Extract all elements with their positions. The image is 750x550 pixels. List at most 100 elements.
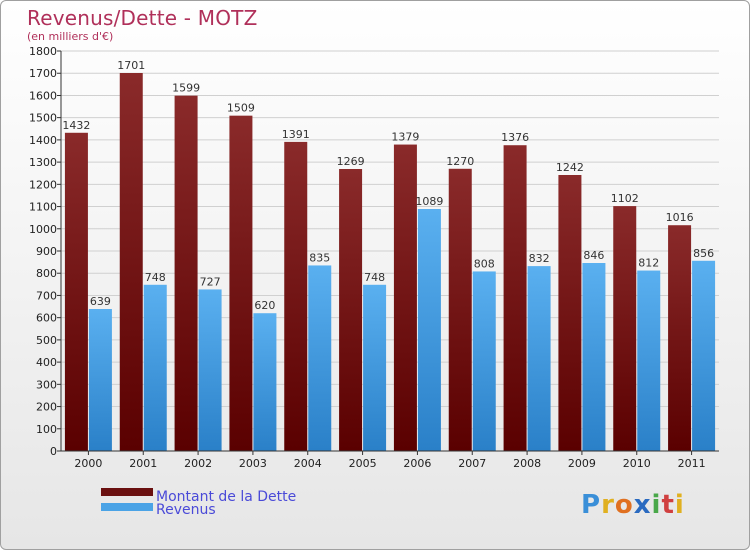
chart-subtitle: (en milliers d'€) [27,30,114,43]
bar-revenus [253,313,277,451]
value-label: 1509 [227,102,255,115]
bar-debt [339,169,363,451]
bar-revenus [363,284,387,451]
y-tick-label: 800 [36,267,57,280]
y-tick-label: 400 [36,356,57,369]
bar-revenus [308,265,332,451]
value-label: 812 [638,257,659,270]
y-tick-label: 0 [50,445,57,458]
legend: Montant de la Dette Revenus [101,488,296,518]
y-tick-label: 900 [36,245,57,258]
x-tick-label: 2007 [458,457,486,470]
x-tick-label: 2008 [513,457,541,470]
value-label: 1599 [172,82,200,95]
y-tick-label: 1400 [29,134,57,147]
bar-revenus [472,271,496,451]
bar-debt [284,141,308,451]
value-label: 1242 [556,161,584,174]
x-tick-label: 2003 [239,457,267,470]
x-tick-label: 2005 [349,457,377,470]
bar-debt [174,95,198,452]
x-tick-label: 2004 [294,457,322,470]
value-label: 748 [364,271,385,284]
value-label: 1269 [337,155,365,168]
bar-revenus [417,209,441,451]
value-label: 832 [529,252,550,265]
bar-revenus [692,260,716,451]
legend-label-debt: Montant de la Dette [156,489,296,505]
bar-debt [119,73,143,451]
y-tick-label: 500 [36,334,57,347]
value-label: 856 [693,247,714,260]
bar-revenus [88,309,112,451]
legend-label-revenus: Revenus [156,502,216,518]
bar-revenus [637,270,661,451]
bars [64,73,716,452]
bar-debt [64,132,88,451]
axes [60,51,719,452]
bar-revenus [582,263,606,451]
x-axis-ticks: 2000 2001 2002 2003 2004 2005 2006 2007 2008 2009… [74,451,706,470]
logo-letter: i [674,490,685,520]
y-tick-label: 1000 [29,223,57,236]
bar-debt [229,115,253,452]
value-label: 1270 [446,155,474,168]
logo-letter: i [651,490,662,520]
bar-debt [393,144,417,452]
value-labels: 1432 639 1701 748 1599 727 1509 620 1391 835 1269 7… [62,59,714,312]
legend-swatch-revenus [101,503,153,511]
value-label: 1102 [611,192,639,205]
bar-debt [668,225,692,451]
y-tick-label: 100 [36,423,57,436]
y-tick-label: 1200 [29,178,57,191]
bar-revenus [143,284,167,451]
bar-revenus [198,289,222,451]
logo-letter: t [661,490,675,520]
y-tick-label: 1800 [29,45,57,58]
y-tick-label: 200 [36,401,57,414]
y-tick-label: 300 [36,378,57,391]
bar-debt [613,206,637,451]
value-label: 835 [309,251,330,264]
x-tick-label: 2002 [184,457,212,470]
value-label: 808 [474,257,495,270]
value-label: 1089 [415,195,443,208]
x-tick-label: 2006 [403,457,431,470]
y-tick-label: 600 [36,312,57,325]
value-label: 1701 [117,59,145,72]
logo-letter: o [614,490,634,520]
x-tick-label: 2000 [74,457,102,470]
logo-letter: x [633,490,652,520]
y-tick-label: 1100 [29,201,57,214]
x-tick-label: 2009 [568,457,596,470]
bar-debt [558,175,582,451]
y-tick-label: 1700 [29,67,57,80]
y-tick-label: 1300 [29,156,57,169]
chart-title: Revenus/Dette - MOTZ [27,6,258,30]
x-tick-label: 2011 [678,457,706,470]
logo-letter: P [581,490,602,520]
value-label: 620 [254,299,275,312]
logo-letter: r [601,490,615,520]
y-tick-label: 1500 [29,112,57,125]
bar-revenus [527,266,551,451]
value-label: 1432 [62,119,90,132]
value-label: 748 [145,271,166,284]
value-label: 1376 [501,131,529,144]
value-label: 639 [90,295,111,308]
proxiti-logo: Proxiti [581,490,685,520]
bar-debt [503,145,527,451]
legend-swatch-debt [101,488,153,496]
x-tick-label: 2010 [623,457,651,470]
value-label: 846 [583,249,604,262]
y-tick-label: 700 [36,289,57,302]
y-axis-ticks: 0 100 200 300 400 500 600 700 800 900 1000 1100 1200… [29,45,61,458]
bar-debt [448,168,472,451]
value-label: 727 [200,275,221,288]
y-tick-label: 1600 [29,89,57,102]
value-label: 1379 [391,131,419,144]
value-label: 1016 [666,211,694,224]
value-label: 1391 [282,128,310,141]
